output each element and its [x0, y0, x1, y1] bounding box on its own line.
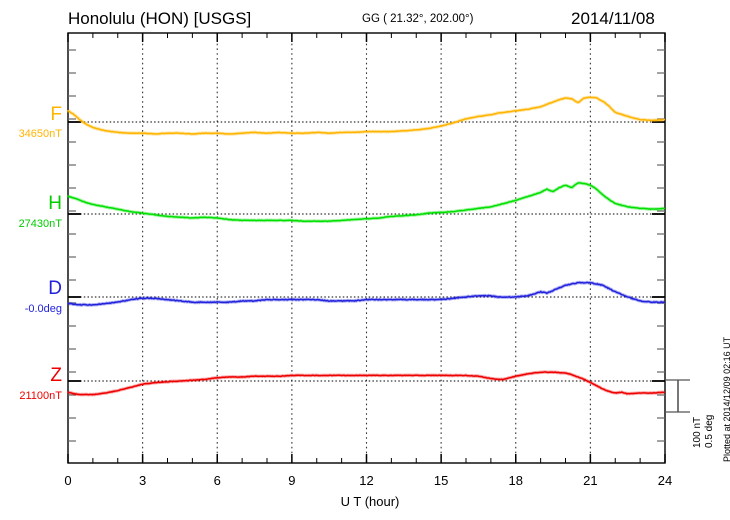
scale-bar-label-nt: 100 nT [692, 416, 703, 448]
component-baselines [69, 121, 664, 382]
trace-d [67, 281, 666, 306]
plotted-at-timestamp: Plotted at 2014/12/09 02:16 UT [722, 336, 730, 462]
x-tick-label-15: 15 [433, 473, 449, 488]
x-tick-label-21: 21 [583, 473, 598, 488]
component-traces [67, 95, 666, 397]
component-label-d: D [48, 278, 62, 299]
page-title: Honolulu (HON) [USGS] [68, 9, 252, 28]
trace-z [67, 371, 666, 396]
x-axis-ticks [67, 33, 666, 463]
component-value-z: 21100nT [19, 390, 62, 402]
component-value-d: -0.0deg [24, 303, 62, 315]
trace-h [67, 182, 666, 223]
scale-bar [665, 379, 690, 413]
trace-f [67, 96, 666, 135]
x-tick-label-6: 6 [213, 473, 221, 488]
vertical-gridlines [142, 34, 591, 462]
component-label-f: F [50, 104, 62, 125]
component-label-z: Z [50, 365, 62, 386]
x-tick-label-9: 9 [288, 473, 296, 488]
x-tick-label-24: 24 [657, 473, 673, 488]
x-tick-label-12: 12 [359, 473, 374, 488]
component-value-f: 34650nT [18, 128, 62, 140]
scale-bar-label-deg: 0.5 deg [704, 414, 715, 448]
geographic-coordinates: GG ( 21.32°, 202.00°) [362, 13, 474, 25]
x-tick-label-3: 3 [139, 473, 147, 488]
x-tick-label-18: 18 [508, 473, 523, 488]
component-label-h: H [48, 193, 62, 214]
x-tick-label-0: 0 [64, 473, 72, 488]
component-value-h: 27430nT [18, 218, 62, 230]
x-axis-title: U T (hour) [340, 494, 400, 509]
observation-date: 2014/11/08 [571, 9, 655, 28]
